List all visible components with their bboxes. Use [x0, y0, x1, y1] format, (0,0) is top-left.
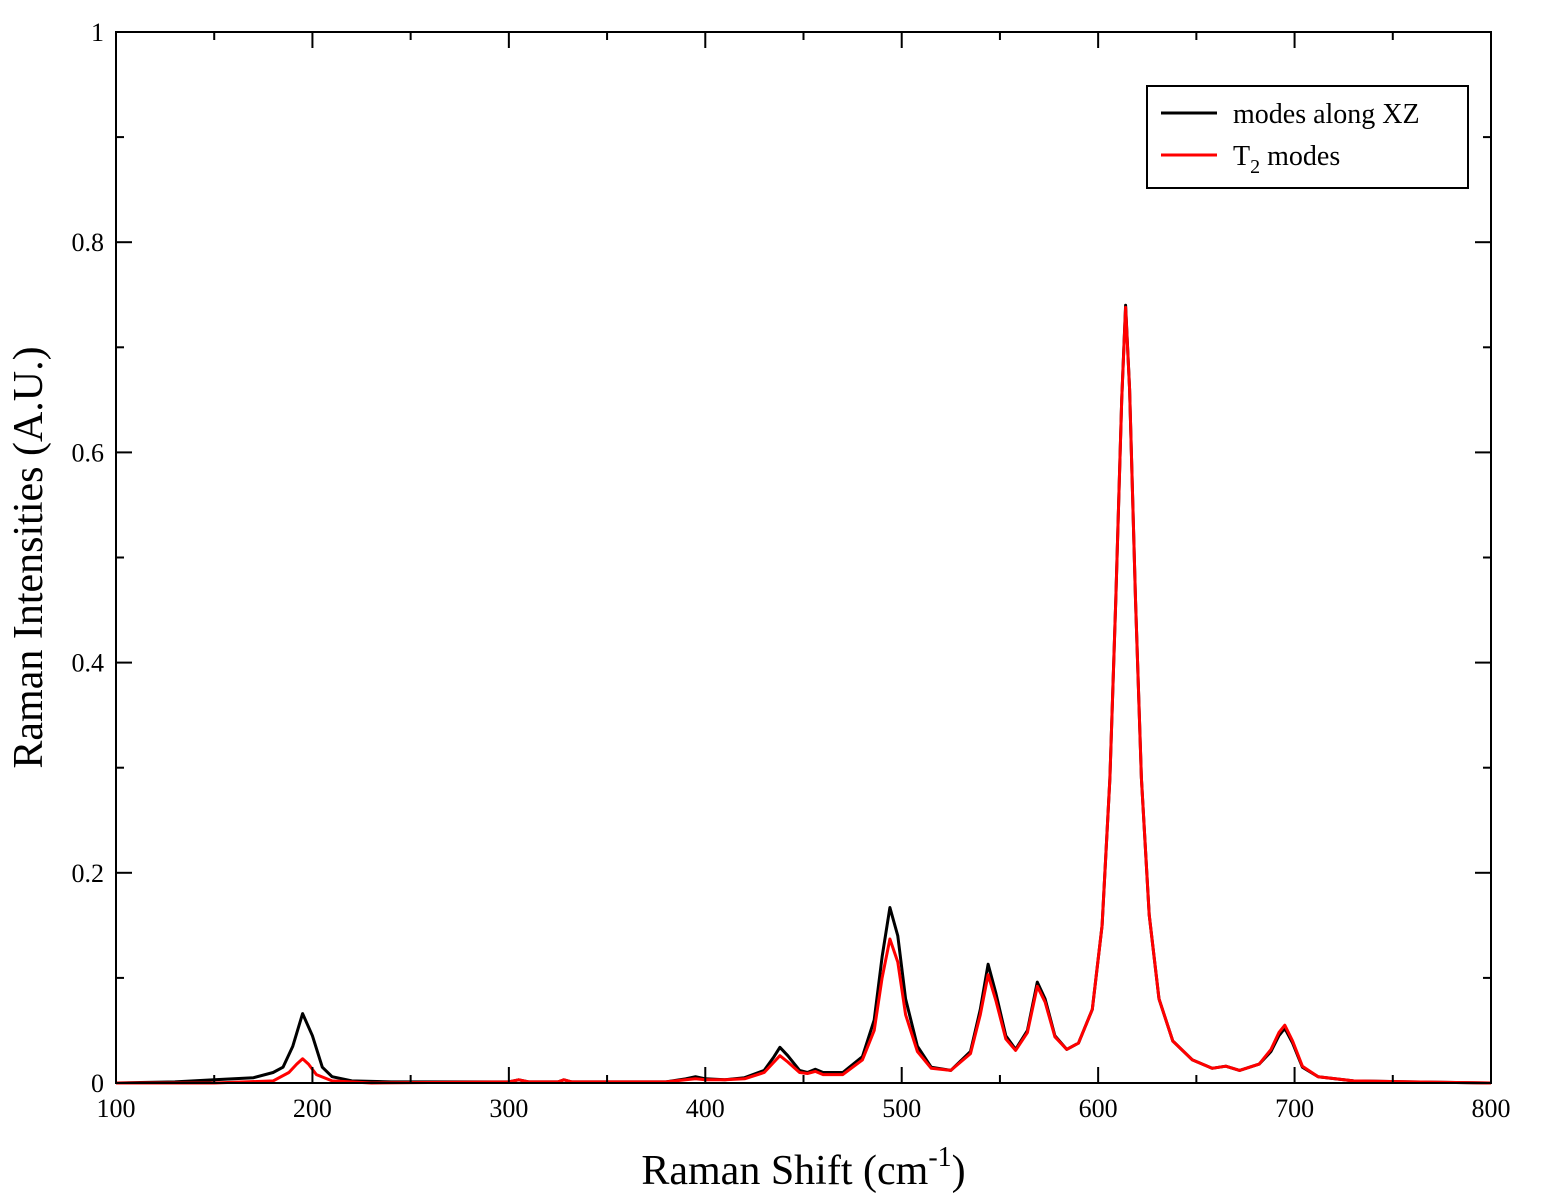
legend-label: T2 modes — [1233, 141, 1340, 178]
y-axis-title: Raman Intensities (A.U.) — [6, 346, 52, 768]
y-tick-label: 0 — [91, 1069, 104, 1098]
x-tick-label: 200 — [293, 1094, 332, 1123]
y-tick-label: 1 — [91, 18, 104, 47]
legend-box — [1146, 85, 1469, 189]
y-tick-label: 0.6 — [72, 438, 105, 467]
x-tick-label: 800 — [1472, 1094, 1511, 1123]
x-tick-label: 100 — [97, 1094, 136, 1123]
series-line-t2-modes — [116, 305, 1492, 1085]
y-tick-label: 0.4 — [72, 649, 105, 678]
x-tick-label: 300 — [489, 1094, 528, 1123]
series-line-modes-along-xz — [115, 303, 1492, 1085]
legend-label: modes along XZ — [1233, 99, 1420, 130]
y-tick-label: 0.8 — [72, 228, 105, 257]
y-tick-label: 0.2 — [72, 859, 105, 888]
x-tick-label: 400 — [686, 1094, 725, 1123]
x-axis-title: Raman Shift (cm-1) — [641, 1142, 965, 1194]
x-tick-label: 700 — [1275, 1094, 1314, 1123]
x-tick-label: 500 — [882, 1094, 921, 1123]
ticks-group: 100 200 300 400 500 600 700 800 0 0.2 0.4 0.6 0.8 1 — [72, 18, 1511, 1123]
x-tick-label: 600 — [1079, 1094, 1118, 1123]
legend: modes along XZ T2 modes — [1146, 85, 1469, 189]
series-group — [115, 303, 1492, 1085]
plot-frame — [115, 31, 1492, 1084]
